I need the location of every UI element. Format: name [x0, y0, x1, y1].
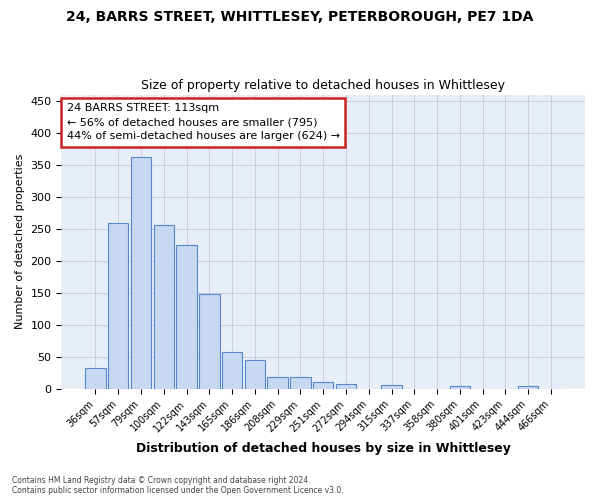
Text: Contains HM Land Registry data © Crown copyright and database right 2024.
Contai: Contains HM Land Registry data © Crown c… — [12, 476, 344, 495]
Bar — [290, 378, 311, 389]
Bar — [245, 360, 265, 389]
Bar — [131, 158, 151, 389]
Bar — [222, 352, 242, 389]
Bar — [85, 368, 106, 389]
Bar — [336, 384, 356, 389]
Title: Size of property relative to detached houses in Whittlesey: Size of property relative to detached ho… — [141, 79, 505, 92]
Bar — [313, 382, 334, 389]
Bar — [154, 225, 174, 389]
Bar — [199, 294, 220, 389]
Bar — [108, 222, 128, 389]
Bar — [381, 385, 402, 389]
Bar — [268, 378, 288, 389]
Y-axis label: Number of detached properties: Number of detached properties — [15, 154, 25, 330]
X-axis label: Distribution of detached houses by size in Whittlesey: Distribution of detached houses by size … — [136, 442, 511, 455]
Text: 24, BARRS STREET, WHITTLESEY, PETERBOROUGH, PE7 1DA: 24, BARRS STREET, WHITTLESEY, PETERBOROU… — [67, 10, 533, 24]
Text: 24 BARRS STREET: 113sqm
← 56% of detached houses are smaller (795)
44% of semi-d: 24 BARRS STREET: 113sqm ← 56% of detache… — [67, 104, 340, 142]
Bar — [176, 245, 197, 389]
Bar — [518, 386, 538, 389]
Bar — [449, 386, 470, 389]
